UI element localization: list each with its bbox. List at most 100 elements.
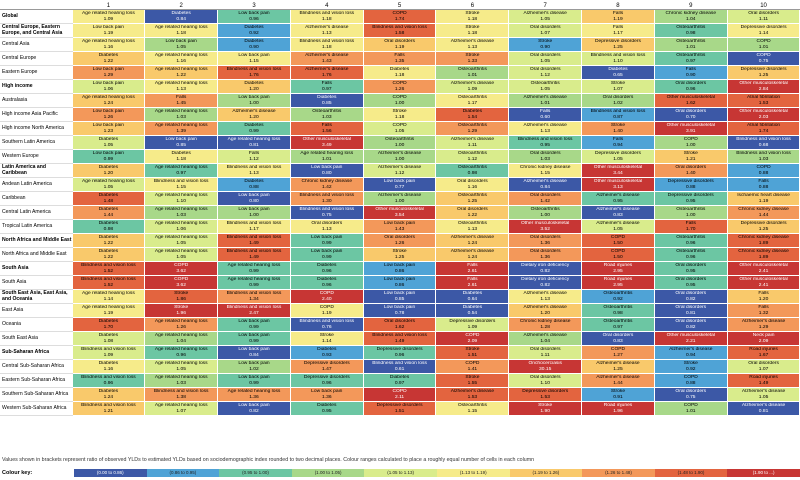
colour-key-items: (0.00 to 0.86) (0.86 to 0.95) (0.95 to 1.0… [74,469,800,477]
cause-cell: Oral disorders 0.83 [581,331,655,346]
cause-cell: Low back pain 0.77 [362,177,437,192]
ratio-value: 1.90 [540,408,550,414]
region-row: Central Asia Age related hearing loss 1.16… [0,37,800,52]
ratio-value: 1.07 [758,366,769,372]
cause-cell: Diabetes 0.95 [289,401,364,416]
cause-cell: Osteoarthritis 0.97 [653,51,728,66]
cause-cell: Alzheimer's disease 1.53 [435,387,510,402]
ratio-value: 1.19 [394,44,405,50]
cause-cell: Oral disorders 1.03 [508,149,583,164]
cause-name: Low back pain [311,249,343,255]
cause-cell: Alzheimer's disease 0.84 [508,177,583,192]
ratio-value: 1.25 [758,72,769,78]
cause-cell: Age related hearing loss 1.05 [71,177,146,192]
ratio-value: 1.00 [394,156,405,162]
cause-name: Low back pain [238,319,270,325]
cause-cell: Osteoarthritis 1.12 [435,149,510,164]
cause-name: Oral disorders [384,39,415,45]
ratio-value: 0.80 [322,170,332,176]
region-row: High income Asia Pacific Low back pain 1.2… [0,107,800,122]
cause-name: Oral disorders [457,207,488,213]
cause-cell: Alzheimer's disease 1.05 [581,219,655,234]
cause-name: Diabetes [317,95,337,101]
cause-name: Osteoarthritis [457,221,487,227]
cause-name: Chronic kidney disease [519,319,571,325]
ratio-value: 1.16 [467,184,478,190]
ratio-value: 1.05 [176,240,186,246]
region-row: Australasia Age related hearing loss 1.24 F… [0,93,800,108]
cause-name: Alzheimer's disease [596,361,640,367]
cause-cell: Low back pain 0.82 [217,401,291,416]
cause-name: Alzheimer's disease [523,95,567,101]
cause-cell: Chronic kidney disease 1.28 [508,317,583,332]
ratio-value: 0.96 [103,380,114,386]
cause-cell: Falls 0.60 [508,107,583,122]
ratio-value: 1.11 [540,352,550,358]
region-row: Central Latin America Diabetes 1.44 Age rel… [0,205,800,220]
ratio-value: 1.70 [686,226,696,232]
cause-cell: Age related hearing loss 0.81 [217,135,291,150]
region-row: South Asia Blindness and vision loss 1.52 C… [0,275,800,290]
ratio-value: 3.91 [686,128,696,134]
ratio-value: 1.04 [686,16,696,22]
ratio-value: 1.05 [176,254,186,260]
cause-cell: COPD 1.26 [362,79,437,94]
cause-cell: Diabetes 0.98 [71,219,146,234]
ratio-value: 1.50 [613,240,623,246]
ratio-value: 3.54 [394,212,405,218]
ratio-value: 1.01 [686,44,696,50]
cause-name: Alzheimer's disease [305,53,349,59]
cause-cell: Alzheimer's disease 1.13 [508,289,583,304]
cause-cell: Blindness and vision loss 0.75 [289,205,364,220]
cause-name: Osteoarthritis [457,193,487,199]
ratio-value: 0.54 [467,310,478,316]
cause-cell: Age related hearing loss 1.10 [144,191,219,206]
cause-name: Depressive disorders [303,361,350,367]
region-label: Caribbean [0,191,72,206]
cause-name: Alzheimer's disease [669,347,713,353]
cause-name: Diabetes [462,291,483,297]
cause-cell: Osteoarthritis 1.29 [435,121,510,136]
cause-name: Road injuries [749,347,778,353]
cause-name: COPD [319,291,334,297]
cause-name: Oral disorders [675,291,707,297]
ratio-value: 1.20 [758,296,769,302]
region-label: South East Asia [0,331,72,346]
ratio-value: 0.68 [758,142,769,148]
ratio-value: 1.25 [613,44,623,50]
region-row: North Africa and Middle East Diabetes 1.22… [0,247,800,262]
ratio-value: 1.18 [467,30,478,36]
ratio-value: 1.26 [103,114,114,120]
cause-name: Other musculoskeletal [666,123,715,129]
ratio-value: 0.92 [613,296,623,302]
cause-name: Alzheimer's disease [232,109,276,115]
cause-name: Diabetes [98,137,119,143]
ratio-value: 1.05 [540,58,550,64]
ratio-value: 1.20 [540,310,550,316]
cause-name: Falls [540,109,551,115]
cause-name: Road injuries [603,403,633,409]
ratio-value: 2.41 [758,268,769,274]
cause-cell: Low back pain 0.86 [362,275,437,290]
cause-name: Age related hearing loss [227,277,281,283]
cause-cell: Age related hearing loss 1.39 [144,121,219,136]
ratio-value: 0.60 [540,114,550,120]
ratio-value: 1.01 [540,100,550,106]
cause-name: Alzheimer's disease [450,39,495,45]
cause-cell: Depressive disorders 1.51 [362,401,437,416]
cause-name: Falls [394,53,405,59]
cause-cell: Diabetes 0.84 [144,9,219,24]
region-row: Eastern Sub-Saharan Africa Blindness and … [0,373,800,388]
cause-cell: Oral disorders 1.40 [653,163,728,178]
ratio-value: 1.06 [176,226,186,232]
cause-name: Alzheimer's disease [450,137,495,143]
cause-cell: Other musculoskeletal 2.84 [726,79,800,94]
ratio-value: 1.05 [394,128,405,134]
ratio-value: 0.96 [322,268,332,274]
cause-cell: Falls 1.35 [362,51,437,66]
ratio-value: 1.18 [322,44,332,50]
cause-cell: Blindness and vision loss 1.10 [581,51,655,66]
cause-name: Diabetes [389,67,410,73]
ratio-value: 1.45 [176,100,186,106]
cause-cell: Alzheimer's disease 1.01 [508,93,583,108]
